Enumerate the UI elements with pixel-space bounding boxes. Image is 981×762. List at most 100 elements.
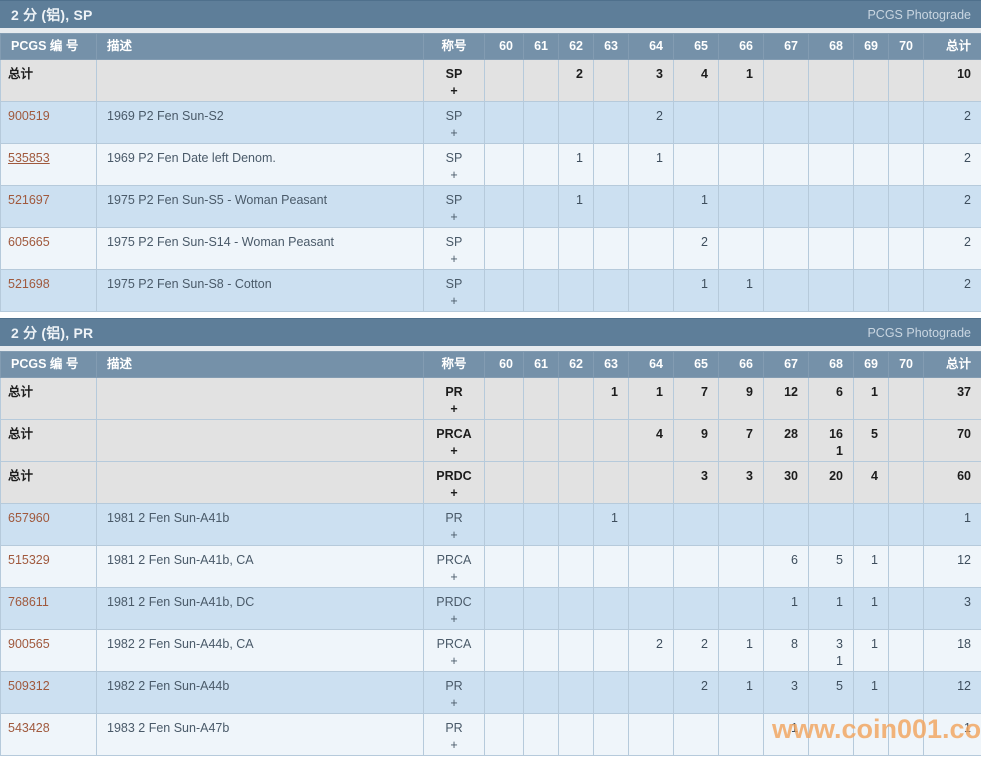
designation-cell: SP + <box>423 59 485 102</box>
column-header-grade-70: 70 <box>888 351 924 378</box>
column-header-row: PCGS 编 号描述 称号 60 61 62 63 64 65 66 67 68 69 70 总计 <box>0 33 981 60</box>
pcgs-number-link[interactable]: 509312 <box>8 679 50 693</box>
description-cell: 1981 2 Fen Sun-A41b <box>96 503 424 546</box>
column-header-grade-66: 66 <box>718 351 764 378</box>
pcgs-number-link[interactable]: 605665 <box>8 235 50 249</box>
grade-62-cell <box>558 713 594 756</box>
row-total-cell: 1 <box>923 713 981 756</box>
row-total-cell: 2 <box>923 101 981 144</box>
section-header-bar: 2 分 (铝), SP PCGS Photograde <box>0 0 981 28</box>
grade-61-cell <box>523 419 559 462</box>
column-header-grade-61: 61 <box>523 351 559 378</box>
pcgs-number-cell: 521697 <box>0 185 97 228</box>
total-row-prca: 总计 PRCA +4 9 7 28 16 1 5 70 <box>0 419 981 462</box>
grade-68-cell <box>808 227 854 270</box>
grade-66-cell <box>718 713 764 756</box>
grade-70-cell <box>888 143 924 186</box>
pcgs-number-link[interactable]: 515329 <box>8 553 50 567</box>
grade-67-cell <box>763 227 809 270</box>
pcgs-number-link[interactable]: 657960 <box>8 511 50 525</box>
row-total-cell: 10 <box>923 59 981 102</box>
grade-63-cell <box>593 461 629 504</box>
grade-64-cell <box>628 671 674 714</box>
grade-63-cell <box>593 269 629 312</box>
section-sp: 2 分 (铝), SP PCGS Photograde PCGS 编 号描述 称号 60… <box>0 0 981 312</box>
grade-67-cell <box>763 185 809 228</box>
grade-66-cell: 1 <box>718 59 764 102</box>
grade-60-cell <box>484 713 524 756</box>
column-header-grade-67: 67 <box>763 33 809 60</box>
grade-64-cell: 2 <box>628 101 674 144</box>
designation-label: SP <box>445 67 463 81</box>
grade-64-cell <box>628 713 674 756</box>
designation-label: SP <box>445 151 463 165</box>
grade-61-cell <box>523 587 559 630</box>
row-total-cell: 18 <box>923 629 981 672</box>
grade-70-cell <box>888 671 924 714</box>
grade-69-cell <box>853 185 889 228</box>
pcgs-number-link[interactable]: 900519 <box>8 109 50 123</box>
grade-64-cell <box>628 227 674 270</box>
designation-label: PR <box>445 511 463 525</box>
grade-60-cell <box>484 671 524 714</box>
grade-62-cell <box>558 587 594 630</box>
designation-plus: + <box>450 402 458 416</box>
designation-label: PRDC <box>436 595 472 609</box>
grade-65-cell: 7 <box>673 377 719 420</box>
row-total-cell: 1 <box>923 503 981 546</box>
grade-67-cell: 3 <box>763 671 809 714</box>
grade-67-cell <box>763 101 809 144</box>
pcgs-number-link[interactable]: 768611 <box>8 595 49 609</box>
header-divider <box>0 28 981 33</box>
grade-64-cell <box>628 461 674 504</box>
description-cell: 1975 P2 Fen Sun-S8 - Cotton <box>96 269 424 312</box>
grade-70-cell <box>888 545 924 588</box>
grade-66-cell <box>718 185 764 228</box>
grade-66-cell: 1 <box>718 629 764 672</box>
grade-62-cell: 1 <box>558 143 594 186</box>
grade-68-cell <box>808 269 854 312</box>
grade-64-cell <box>628 545 674 588</box>
pcgs-number-link[interactable]: 543428 <box>8 721 50 735</box>
grade-64-cell <box>628 269 674 312</box>
designation-plus: + <box>450 612 458 626</box>
grade-66-cell: 1 <box>718 671 764 714</box>
pcgs-number-link[interactable]: 900565 <box>8 637 50 651</box>
grade-65-cell: 2 <box>673 227 719 270</box>
description-cell: 1982 2 Fen Sun-A44b, CA <box>96 629 424 672</box>
grade-61-cell <box>523 629 559 672</box>
grade-62-cell <box>558 461 594 504</box>
pcgs-number-cell: 总计 <box>0 377 97 420</box>
grade-60-cell <box>484 59 524 102</box>
coin-row-900519: 900519 1969 P2 Fen Sun-S2 SP +2 2 <box>0 101 981 144</box>
pcgs-number-link[interactable]: 535853 <box>8 151 50 165</box>
header-divider <box>0 346 981 351</box>
row-total-cell: 70 <box>923 419 981 462</box>
grade-69-cell <box>853 227 889 270</box>
grade-68-cell: 16 1 <box>808 419 854 462</box>
designation-plus: + <box>450 528 458 542</box>
grade-65-cell: 1 <box>673 185 719 228</box>
grade-63-cell <box>593 545 629 588</box>
designation-label: SP <box>445 277 463 291</box>
photograde-link[interactable]: PCGS Photograde <box>867 325 971 340</box>
grade-66-cell <box>718 503 764 546</box>
column-header-grade-65: 65 <box>673 351 719 378</box>
designation-plus: + <box>450 168 458 182</box>
photograde-link[interactable]: PCGS Photograde <box>867 7 971 22</box>
grade-70-cell <box>888 713 924 756</box>
coin-row-521698: 521698 1975 P2 Fen Sun-S8 - Cotton SP +1 1 2 <box>0 269 981 312</box>
grade-60-cell <box>484 503 524 546</box>
column-header-designation: 称号 <box>423 351 485 378</box>
designation-label: PR <box>445 721 463 735</box>
pcgs-number-link[interactable]: 521698 <box>8 277 50 291</box>
grade-65-cell: 4 <box>673 59 719 102</box>
pcgs-number-link[interactable]: 521697 <box>8 193 50 207</box>
grade-68-cell <box>808 503 854 546</box>
grade-62-cell: 1 <box>558 185 594 228</box>
grade-70-cell <box>888 377 924 420</box>
designation-label: PRCA <box>436 427 472 441</box>
column-header-grade-61: 61 <box>523 33 559 60</box>
designation-cell: PRCA + <box>423 629 485 672</box>
